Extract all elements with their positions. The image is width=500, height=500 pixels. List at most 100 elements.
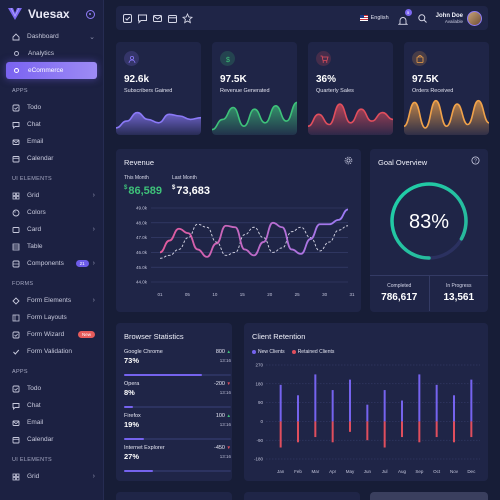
browser-progress-bar <box>124 470 231 472</box>
x-tick-label: Apr <box>329 469 337 474</box>
stat-value: 97.5K <box>412 74 439 85</box>
browser-delta: -200 ▼ <box>214 381 231 387</box>
user-info[interactable]: John Doe Available <box>436 13 463 24</box>
sidebar-item-todo[interactable]: Todo <box>0 99 103 116</box>
sidebar-item-chat[interactable]: Chat <box>0 397 103 414</box>
us-flag-icon[interactable] <box>359 15 368 21</box>
todo-checkbox-icon <box>12 385 20 392</box>
sidebar-pin-toggle-icon[interactable] <box>86 9 95 19</box>
arrow-down-icon: ▼ <box>226 381 231 386</box>
sidebar-item-grid[interactable]: Grid › <box>0 468 103 485</box>
retained-clients-bar <box>418 421 421 443</box>
stat-sparkline <box>404 99 489 135</box>
new-clients-bar <box>453 395 455 422</box>
x-tick-label: Jul <box>382 469 388 474</box>
this-month-line <box>159 208 349 258</box>
retained-clients-bar <box>279 421 282 448</box>
sidebar-item-calendar[interactable]: Calendar <box>0 431 103 448</box>
sidebar-item-form-layouts[interactable]: Form Layouts <box>0 309 103 326</box>
sidebar: Vuesax Dashboard ⌄ Analytics eCommerce A… <box>0 0 104 500</box>
legend-new-clients: New Clients <box>252 349 285 355</box>
retained-clients-bar <box>297 421 299 443</box>
this-month-label: This Month <box>124 175 149 181</box>
sidebar-item-label: Form Elements <box>27 297 72 304</box>
brand: Vuesax <box>0 0 103 28</box>
y-tick-label: 45.0k <box>136 265 148 270</box>
y-tick-label: 49.0k <box>136 206 148 211</box>
circle-icon <box>14 68 19 73</box>
card-icon <box>12 226 20 233</box>
stat-label: Orders Received <box>412 88 454 94</box>
chat-icon <box>12 402 20 410</box>
sidebar-item-calendar[interactable]: Calendar <box>0 150 103 167</box>
new-clients-bar <box>297 395 299 422</box>
client-retention-card: Client Retention New Clients Retained Cl… <box>244 323 488 481</box>
sidebar-item-ecommerce[interactable]: eCommerce <box>6 62 97 79</box>
wizard-icon <box>12 331 20 338</box>
retained-clients-bar <box>366 421 369 441</box>
browser-name: Internet Explorer <box>124 445 165 451</box>
card-title: Client Retention <box>252 332 306 341</box>
sidebar-item-chat[interactable]: Chat <box>0 116 103 133</box>
sidebar-item-todo[interactable]: Todo <box>0 380 103 397</box>
last-month-value: $73,683 <box>172 185 210 197</box>
arrow-up-icon: ▲ <box>226 349 231 354</box>
star-icon[interactable] <box>182 12 193 24</box>
browser-time: 13:16 <box>219 390 231 395</box>
language-selector[interactable]: English <box>370 15 389 21</box>
help-icon[interactable]: ? <box>471 156 480 165</box>
stat-value: 36% <box>316 74 337 85</box>
calendar-icon[interactable] <box>167 13 178 24</box>
browser-progress-bar <box>124 438 231 440</box>
x-tick-label: 25 <box>295 292 301 297</box>
y-tick-label: 90 <box>258 400 264 405</box>
section-title-apps: APPS <box>12 369 28 375</box>
sidebar-item-email[interactable]: Email <box>0 133 103 150</box>
completed-value: 786,617 <box>381 292 418 303</box>
goal-overview-card: Goal Overview ? 83% Completed 786,617 In… <box>370 149 488 312</box>
chat-icon[interactable] <box>137 13 148 24</box>
last-month-line <box>159 223 349 259</box>
svg-text:?: ? <box>474 158 477 164</box>
sidebar-item-table[interactable]: Table <box>0 238 103 255</box>
avatar[interactable] <box>467 10 482 26</box>
section-title-ui-elements: UI ELEMENTS <box>12 457 52 463</box>
sidebar-item-form-validation[interactable]: Form Validation <box>0 343 103 360</box>
diamond-icon <box>12 296 20 305</box>
currency-symbol: $ <box>172 185 176 191</box>
grid-icon <box>12 473 20 480</box>
mail-icon[interactable] <box>152 13 163 24</box>
goal-completed: Completed 786,617 <box>370 276 429 311</box>
stat-card: 36% Quarterly Sales <box>308 42 393 135</box>
chevron-right-icon: › <box>92 297 95 304</box>
sidebar-item-dashboard[interactable]: Dashboard ⌄ <box>0 28 103 45</box>
sidebar-item-form-elements[interactable]: Form Elements › <box>0 292 103 309</box>
checkbox-icon[interactable] <box>122 13 133 24</box>
sidebar-item-colors[interactable]: Colors <box>0 204 103 221</box>
mail-icon <box>12 420 20 426</box>
section-title-apps: APPS <box>12 88 28 94</box>
stat-card: 92.6k Subscribers Gained <box>116 42 201 135</box>
stat-sparkline <box>116 111 201 135</box>
sidebar-item-card[interactable]: Card › <box>0 221 103 238</box>
search-icon[interactable] <box>417 13 428 24</box>
sidebar-item-email[interactable]: Email <box>0 414 103 431</box>
retained-clients-bar <box>314 421 317 438</box>
sidebar-item-analytics[interactable]: Analytics <box>0 45 103 62</box>
browser-delta: -450 ▼ <box>214 445 231 451</box>
notifications-button[interactable]: 5 <box>397 9 412 25</box>
browser-time: 13:16 <box>219 358 231 363</box>
settings-icon[interactable] <box>344 156 353 165</box>
todo-checkbox-icon <box>12 104 20 111</box>
new-clients-bar <box>279 384 282 422</box>
sidebar-item-grid[interactable]: Grid › <box>0 187 103 204</box>
card-title: Browser Statistics <box>124 332 184 341</box>
chevron-right-icon: › <box>92 260 95 267</box>
x-tick-label: 05 <box>185 292 191 297</box>
sidebar-item-components[interactable]: Components 21 › <box>0 255 103 272</box>
sidebar-item-label: Colors <box>27 209 46 216</box>
sidebar-item-label: Chat <box>27 121 41 128</box>
stat-card: $97.5K Revenue Generated <box>212 42 297 135</box>
sidebar-item-label: Todo <box>27 385 42 392</box>
sidebar-item-form-wizard[interactable]: Form Wizard New <box>0 326 103 343</box>
